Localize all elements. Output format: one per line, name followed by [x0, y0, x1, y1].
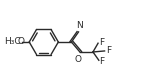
- Text: O: O: [17, 37, 24, 47]
- Text: O: O: [75, 55, 82, 64]
- Text: F: F: [99, 38, 104, 47]
- Text: F: F: [99, 57, 105, 66]
- Text: F: F: [106, 46, 111, 55]
- Text: H₃C: H₃C: [4, 37, 21, 47]
- Text: N: N: [76, 21, 83, 30]
